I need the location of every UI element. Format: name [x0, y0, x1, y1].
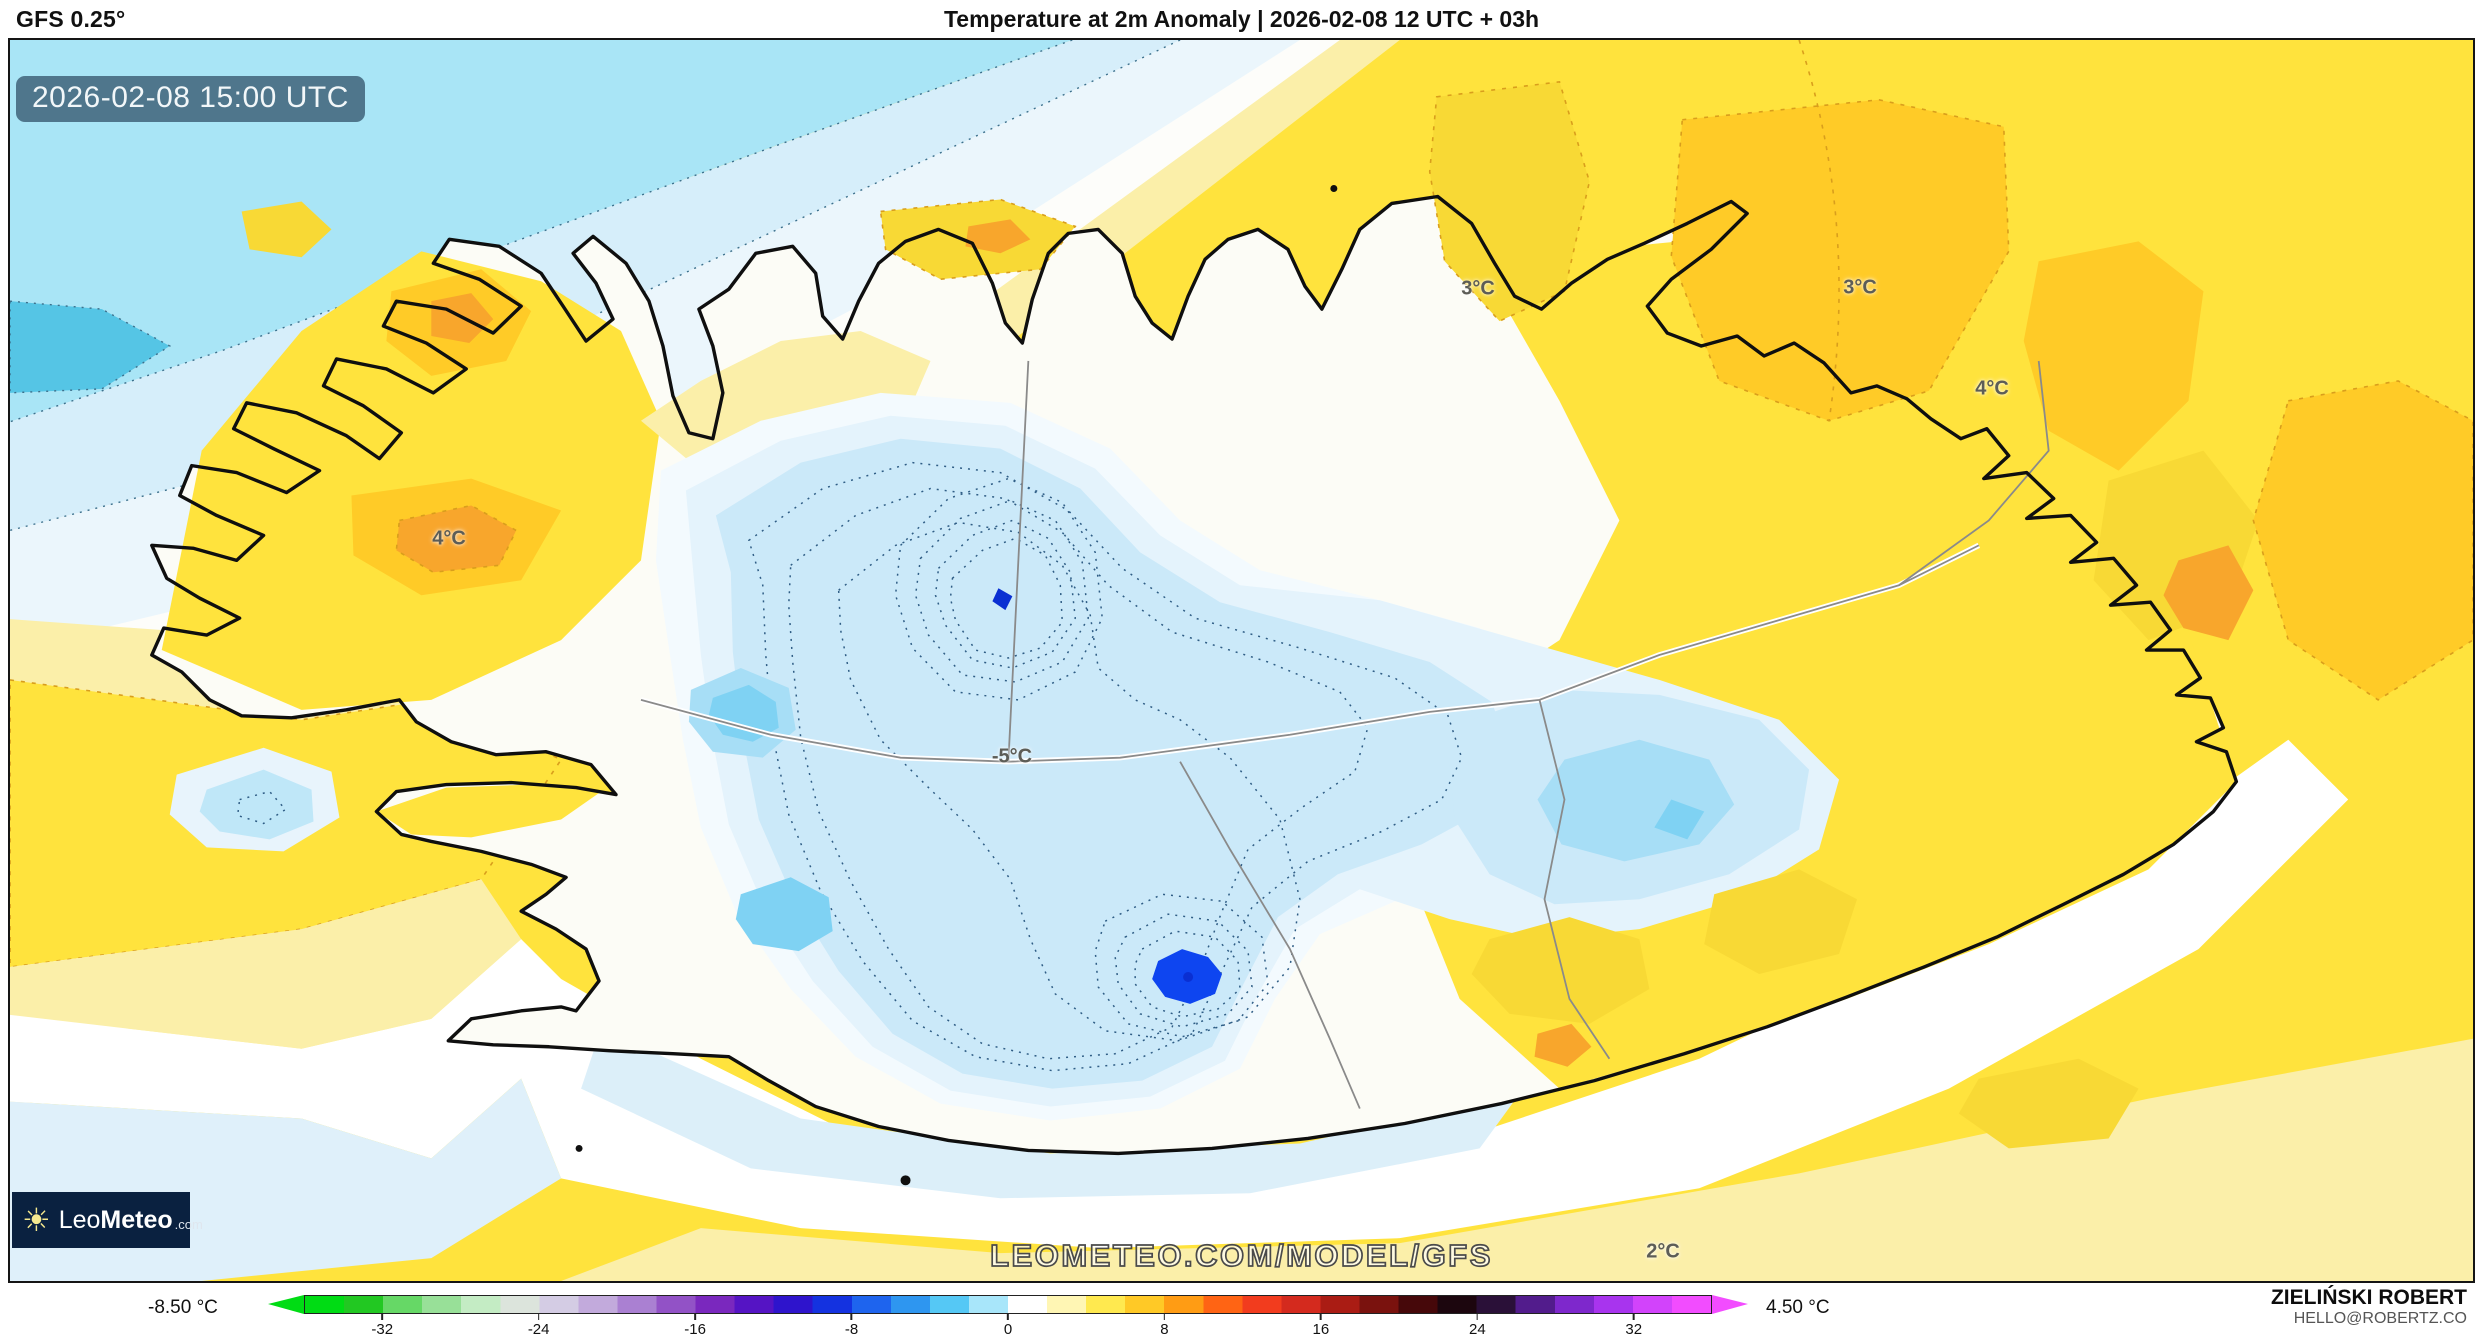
logo-text-meteo: Meteo	[100, 1205, 173, 1234]
credits: ZIELIŃSKI ROBERT HELLO@ROBERTZ.CO	[2271, 1286, 2467, 1329]
credit-email: HELLO@ROBERTZ.CO	[2293, 1310, 2467, 1328]
temp-label: 2°C	[1646, 1240, 1680, 1263]
legend-tick: 8	[1160, 1314, 1169, 1338]
temp-label: 3°C	[1461, 277, 1495, 300]
legend-tick: 24	[1469, 1314, 1486, 1338]
page-title: Temperature at 2m Anomaly | 2026-02-08 1…	[943, 6, 1540, 32]
temp-label: 4°C	[1975, 377, 2009, 400]
legend-tick: -24	[528, 1314, 550, 1338]
temp-label: -5°C	[991, 745, 1033, 768]
legend-left-arrow	[268, 1295, 304, 1314]
legend-tick: 32	[1625, 1314, 1642, 1338]
header-bar: GFS 0.25° Temperature at 2m Anomaly | 20…	[0, 0, 2483, 38]
credit-author: ZIELIŃSKI ROBERT	[2270, 1286, 2467, 1309]
legend-tick: -32	[371, 1314, 393, 1338]
legend-colorbar	[304, 1295, 1712, 1314]
legend-tick: -16	[684, 1314, 706, 1338]
legend-tick: 16	[1313, 1314, 1329, 1338]
logo-text-tld: .com	[174, 1216, 203, 1232]
legend-tick: -8	[845, 1314, 858, 1338]
leometeo-logo: ☀ Leo Meteo .com	[12, 1192, 203, 1248]
temp-label: 4°C	[432, 527, 466, 550]
legend-min-label: -8.50 °C	[148, 1297, 218, 1318]
legend-tick: 0	[1004, 1314, 1012, 1338]
watermark: LEOMETEO.COM/MODEL/GFS	[989, 1237, 1493, 1274]
map-canvas	[10, 40, 2473, 1281]
temp-label: 3°C	[1843, 276, 1877, 299]
anomaly-map	[8, 38, 2475, 1283]
timestamp-badge: 2026-02-08 15:00 UTC	[16, 76, 365, 122]
logo-text-leo: Leo	[58, 1205, 101, 1234]
legend-max-label: 4.50 °C	[1766, 1297, 1830, 1318]
legend-right-arrow	[1712, 1295, 1748, 1314]
model-name: GFS 0.25°	[16, 6, 126, 32]
sun-icon: ☀	[22, 1202, 51, 1238]
